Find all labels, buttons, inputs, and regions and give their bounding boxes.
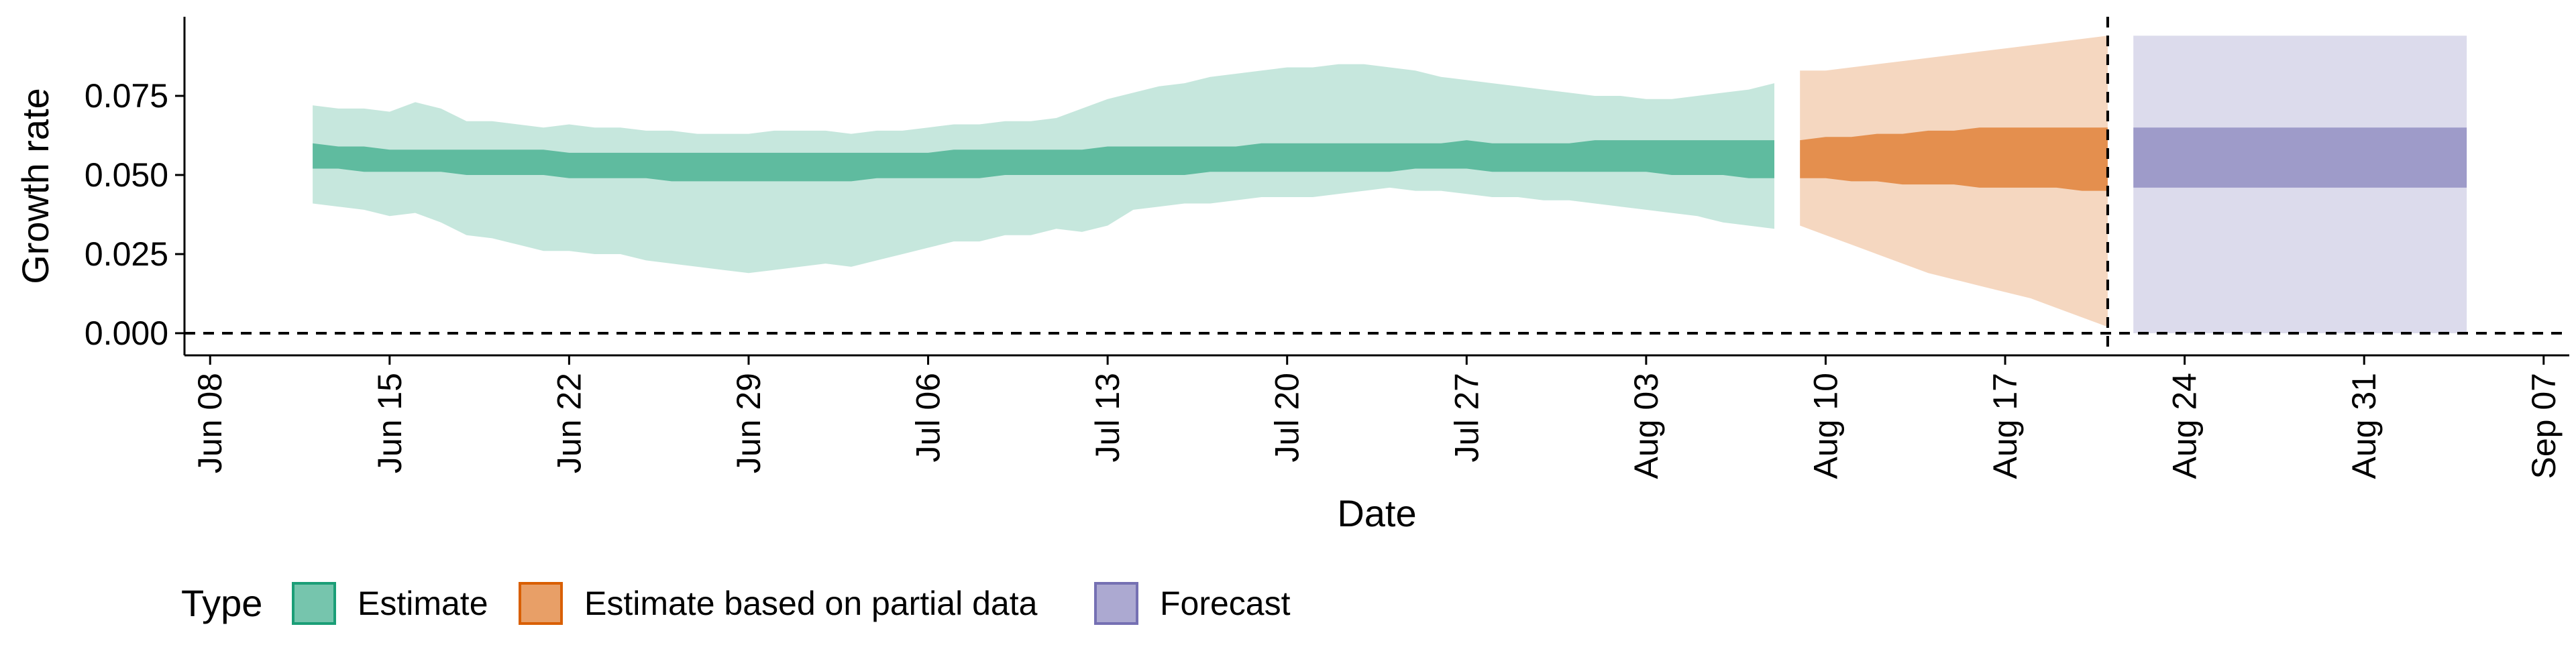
y-axis-title: Growth rate	[14, 88, 56, 284]
x-tick-label: Jul 27	[1448, 373, 1485, 462]
x-tick-label: Aug 03	[1627, 373, 1665, 479]
legend: Type Estimate Estimate based on partial d…	[181, 582, 1291, 625]
x-tick-label: Sep 07	[2525, 373, 2563, 479]
legend-title: Type	[181, 582, 262, 624]
x-tick-label: Jun 15	[371, 373, 409, 473]
x-tick-label: Jul 06	[910, 373, 947, 462]
x-tick-label: Jun 08	[191, 373, 229, 473]
x-axis-title: Date	[1337, 492, 1416, 534]
axes: 0.000 0.025 0.050 0.075 Jun 08 Jun 15 Jun 22 Ju…	[85, 17, 2569, 479]
y-tick-label: 0.000	[85, 314, 168, 352]
forecast-band-50	[2133, 127, 2467, 188]
reference-lines	[184, 17, 2569, 355]
x-tick-label: Aug 31	[2345, 373, 2383, 479]
x-tick-label: Aug 17	[1986, 373, 2024, 479]
estimate-based-on-partial-data-band-50	[1800, 127, 2108, 191]
legend-label-forecast: Forecast	[1160, 585, 1291, 622]
legend-swatch-estimate	[292, 582, 336, 625]
legend-swatch-estimate-based-on-partial-data	[519, 582, 563, 625]
y-tick-label: 0.050	[85, 156, 168, 194]
x-tick-label: Aug 10	[1807, 373, 1844, 479]
estimate-band-50	[313, 140, 1774, 182]
x-tick-label: Aug 24	[2166, 373, 2204, 479]
x-tick-label: Jul 20	[1269, 373, 1306, 462]
y-tick-label: 0.025	[85, 235, 168, 273]
legend-label-estimate-based-on-partial-data: Estimate based on partial data	[584, 585, 1038, 622]
x-tick-label: Jun 29	[730, 373, 767, 473]
legend-swatch-forecast	[1094, 582, 1138, 625]
x-tick-label: Jul 13	[1089, 373, 1126, 462]
y-tick-label: 0.075	[85, 77, 168, 115]
bands-layer	[313, 36, 2467, 334]
x-tick-label: Jun 22	[550, 373, 588, 473]
legend-label-estimate: Estimate	[358, 585, 488, 622]
